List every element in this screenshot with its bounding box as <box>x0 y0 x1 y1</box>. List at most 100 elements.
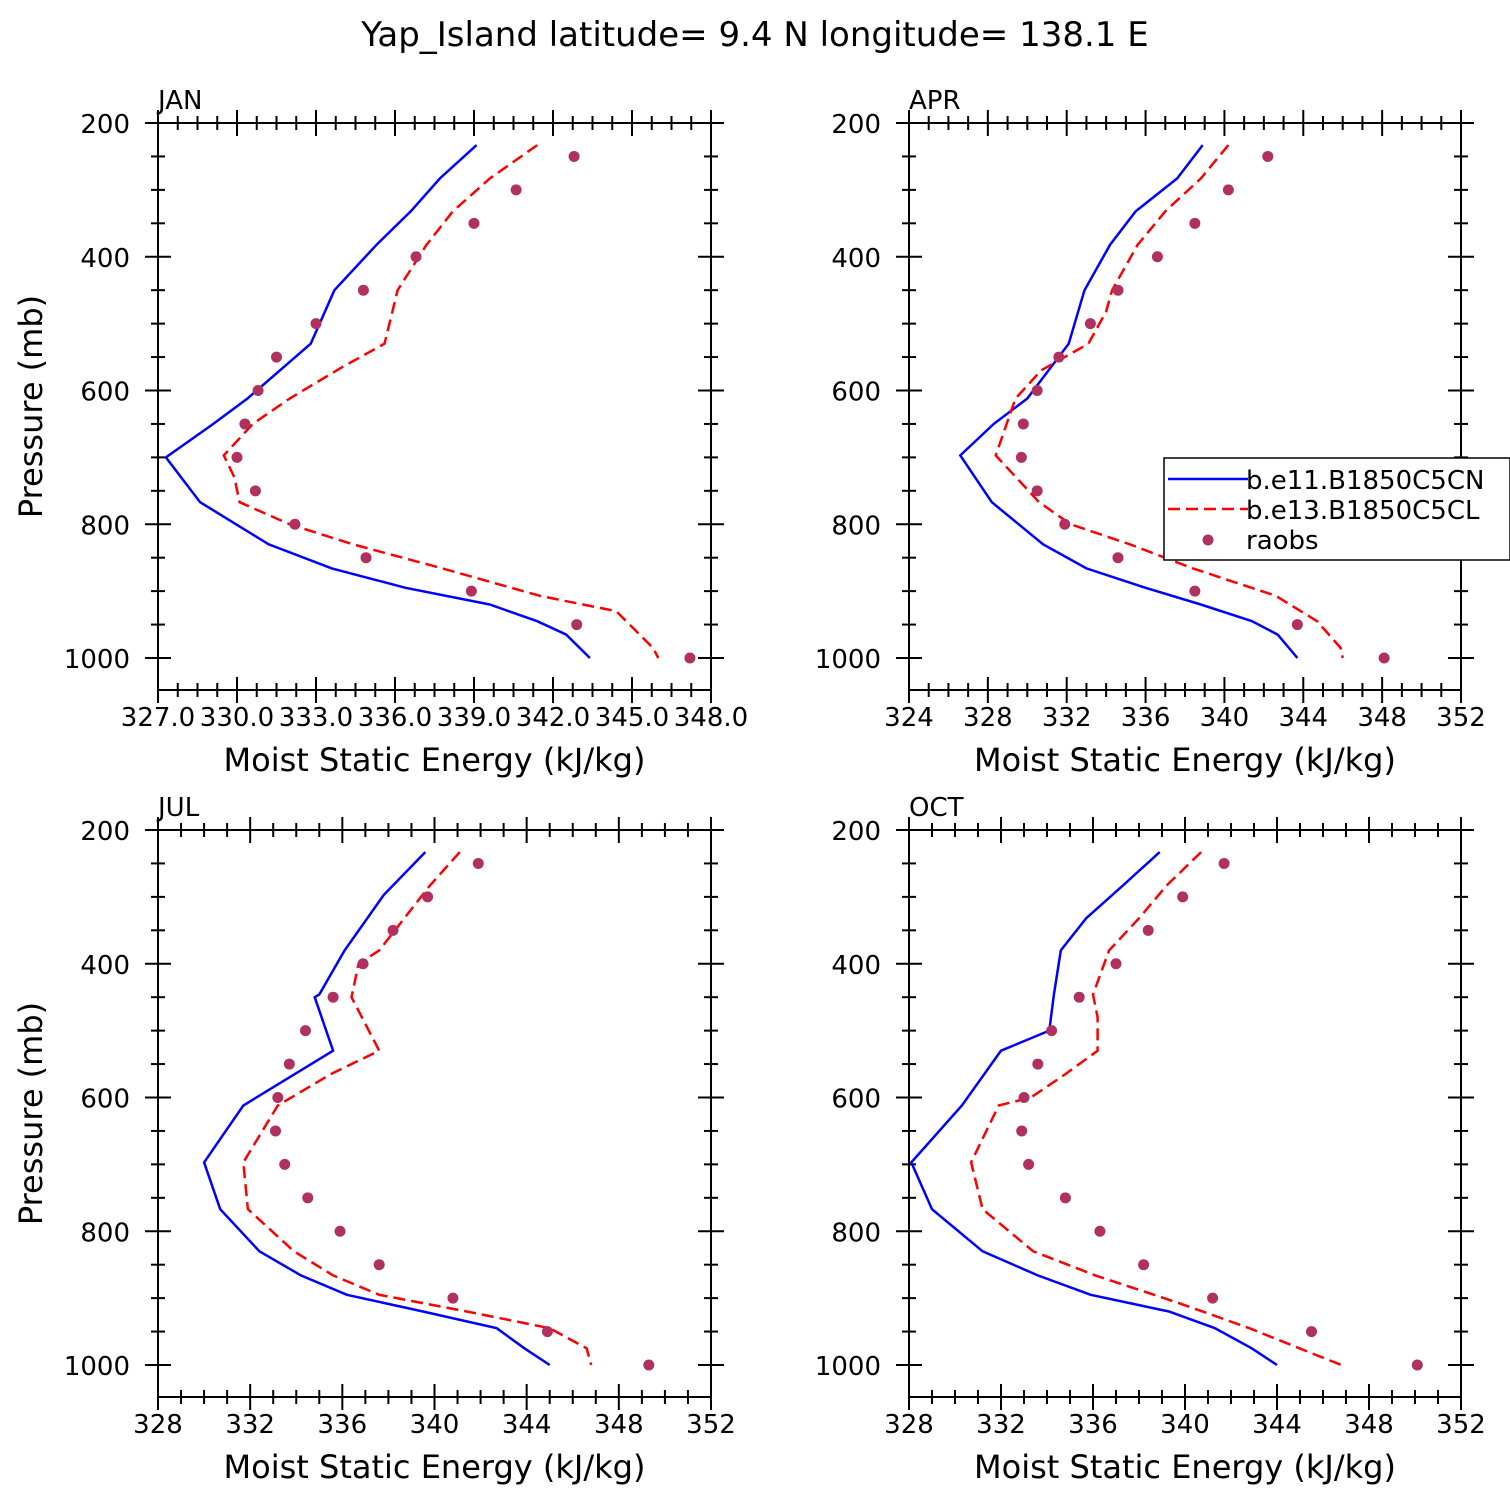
raobs-point <box>410 251 422 263</box>
y-tick-label: 400 <box>80 951 130 981</box>
y-tick-label: 800 <box>80 1218 130 1248</box>
plot-frame <box>157 122 712 691</box>
x-axis-label: Moist Static Energy (kJ/kg) <box>224 741 646 779</box>
raobs-point <box>1262 150 1274 162</box>
y-tick-label: 600 <box>80 378 130 408</box>
raobs-point <box>1015 451 1027 463</box>
x-tick-label: 344 <box>1278 703 1328 733</box>
raobs-point <box>327 991 339 1003</box>
x-tick-label: 333.0 <box>279 703 353 733</box>
raobs-point <box>571 619 583 631</box>
panels: 200 400 600 800 1000 327.0 330.0 333.0 336.0 339.… <box>12 86 1510 1486</box>
legend-label: b.e11.B1850C5CN <box>1246 466 1484 496</box>
raobs-point <box>252 385 264 396</box>
raobs-point <box>1207 1292 1219 1304</box>
x-tick-label: 336.0 <box>358 703 432 733</box>
x-tick-label: 324 <box>884 703 934 733</box>
x-tick-label: 332 <box>976 1410 1026 1440</box>
y-axis-label: Pressure (mb) <box>12 1002 50 1225</box>
raobs-point <box>334 1225 346 1237</box>
raobs-point <box>1222 184 1234 196</box>
series-line-b.e11.B1850C5CN <box>909 851 1278 1367</box>
x-tick-label: 348 <box>1357 703 1407 733</box>
raobs-point <box>1110 958 1122 970</box>
raobs-point <box>1059 1192 1071 1204</box>
raobs-point <box>249 485 261 497</box>
raobs-point <box>1411 1359 1423 1371</box>
raobs-point <box>1031 385 1043 396</box>
raobs-point <box>1094 1225 1106 1237</box>
x-tick-label: 332 <box>1042 703 1092 733</box>
figure-title: Yap_Island latitude= 9.4 N longitude= 13… <box>360 15 1148 55</box>
x-tick-label: 344 <box>502 1410 552 1440</box>
x-tick-label: 342.0 <box>516 703 590 733</box>
panel-title: JAN <box>156 86 202 116</box>
legend-box <box>1163 457 1510 561</box>
series-line-b.e11.B1850C5CN <box>202 851 551 1367</box>
raobs-point <box>472 857 484 869</box>
y-tick-label: 1000 <box>64 645 130 675</box>
raobs-point <box>387 924 399 936</box>
x-tick-label: 352 <box>1436 703 1486 733</box>
raobs-point <box>272 1092 284 1103</box>
plot-frame <box>908 829 1462 1398</box>
x-tick-label: 336 <box>1121 703 1171 733</box>
raobs-point <box>302 1192 314 1204</box>
x-tick-label: 340 <box>1200 703 1250 733</box>
series-line-b.e11.B1850C5CN <box>958 144 1299 659</box>
raobs-point <box>1053 351 1065 363</box>
legend-label: b.e13.B1850C5CL <box>1246 496 1480 526</box>
raobs-point <box>465 585 477 597</box>
y-tick-label: 400 <box>80 244 130 274</box>
raobs-point <box>1177 891 1189 903</box>
x-tick-label: 330.0 <box>200 703 274 733</box>
x-tick-label: 345.0 <box>595 703 669 733</box>
y-tick-label: 200 <box>80 817 130 847</box>
raobs-point <box>1032 1058 1044 1070</box>
raobs-point <box>360 552 372 564</box>
raobs-point <box>1151 251 1163 263</box>
raobs-point <box>1291 619 1303 631</box>
y-tick-label: 600 <box>831 378 881 408</box>
plot-frame <box>908 122 1462 691</box>
raobs-point <box>310 318 322 330</box>
x-tick-label: 327.0 <box>121 703 195 733</box>
x-tick-label: 352 <box>1436 1410 1486 1440</box>
series-line-b.e13.B1850C5CL <box>242 851 593 1366</box>
x-axis-label: Moist Static Energy (kJ/kg) <box>974 741 1396 779</box>
raobs-point <box>1378 652 1390 664</box>
x-tick-label: 348.0 <box>674 703 748 733</box>
series-line-b.e13.B1850C5CL <box>222 144 660 659</box>
raobs-point <box>1073 991 1085 1003</box>
panel-title: JUL <box>156 793 200 823</box>
x-tick-label: 328 <box>963 703 1013 733</box>
raobs-point <box>279 1158 291 1170</box>
raobs-point <box>1084 318 1096 330</box>
y-tick-label: 600 <box>831 1085 881 1115</box>
x-axis-label: Moist Static Energy (kJ/kg) <box>224 1448 646 1486</box>
raobs-point <box>1031 485 1043 497</box>
raobs-point <box>1016 1125 1028 1137</box>
raobs-point <box>1046 1025 1058 1037</box>
raobs-point <box>568 150 580 162</box>
x-tick-label: 336 <box>318 1410 368 1440</box>
x-tick-label: 336 <box>1068 1410 1118 1440</box>
x-axis-label: Moist Static Energy (kJ/kg) <box>974 1448 1396 1486</box>
y-tick-label: 1000 <box>64 1352 130 1382</box>
panel-title: APR <box>909 86 961 116</box>
plot-frame <box>157 829 712 1398</box>
raobs-point <box>1138 1259 1150 1271</box>
y-tick-label: 1000 <box>815 645 881 675</box>
raobs-point <box>289 518 301 530</box>
raobs-point <box>270 1125 282 1137</box>
raobs-point <box>1142 924 1154 936</box>
raobs-point <box>373 1259 385 1271</box>
x-tick-label: 340 <box>410 1410 460 1440</box>
panel-jan: 200 400 600 800 1000 327.0 330.0 333.0 336.0 339.… <box>12 86 748 779</box>
raobs-point <box>239 418 251 430</box>
y-tick-label: 200 <box>831 110 881 140</box>
